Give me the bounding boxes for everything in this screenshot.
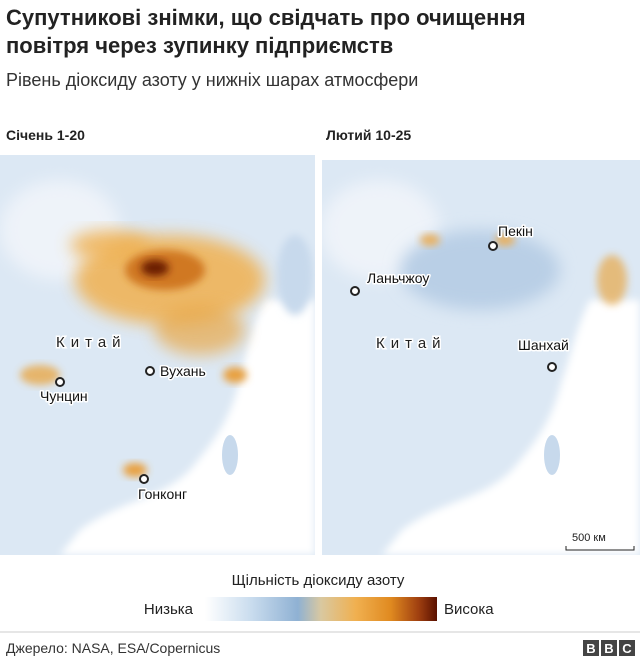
logo-letter: C — [622, 641, 632, 656]
place-label: Гонконг — [138, 486, 187, 502]
place-label: Пекін — [498, 223, 533, 239]
subtitle: Рівень діоксиду азоту у нижніх шарах атм… — [6, 70, 419, 90]
map-left — [0, 155, 315, 555]
place-label: Шанхай — [518, 337, 569, 353]
city-dot — [145, 366, 155, 376]
bbc-logo: B B C — [583, 640, 635, 656]
title: Супутникові знімки, що свідчать про очищ… — [6, 5, 526, 58]
place-label: Ланьчжоу — [367, 270, 429, 286]
legend-high: Висока — [444, 601, 494, 618]
source: Джерело: NASA, ESA/Copernicus — [6, 640, 220, 656]
city-dot — [139, 474, 149, 484]
legend-low: Низька — [144, 601, 194, 618]
city-dot — [55, 377, 65, 387]
place-label: Вухань — [160, 363, 206, 379]
scale-bar — [565, 546, 635, 551]
place-label: Китай — [376, 335, 447, 352]
place-label: Китай — [56, 334, 127, 351]
place-label: Чунцин — [40, 388, 88, 404]
panel-label: Січень 1-20 — [6, 127, 85, 143]
logo-letter: B — [604, 641, 613, 656]
city-dot — [488, 241, 498, 251]
scale-label: 500 км — [572, 532, 606, 544]
logo-letter: B — [586, 641, 595, 656]
panel-label: Лютий 10-25 — [326, 127, 411, 143]
map-right — [322, 160, 640, 555]
legend-gradient — [205, 597, 437, 621]
city-dot — [350, 286, 360, 296]
city-dot — [547, 362, 557, 372]
legend-title: Щільність діоксиду азоту — [232, 572, 405, 589]
